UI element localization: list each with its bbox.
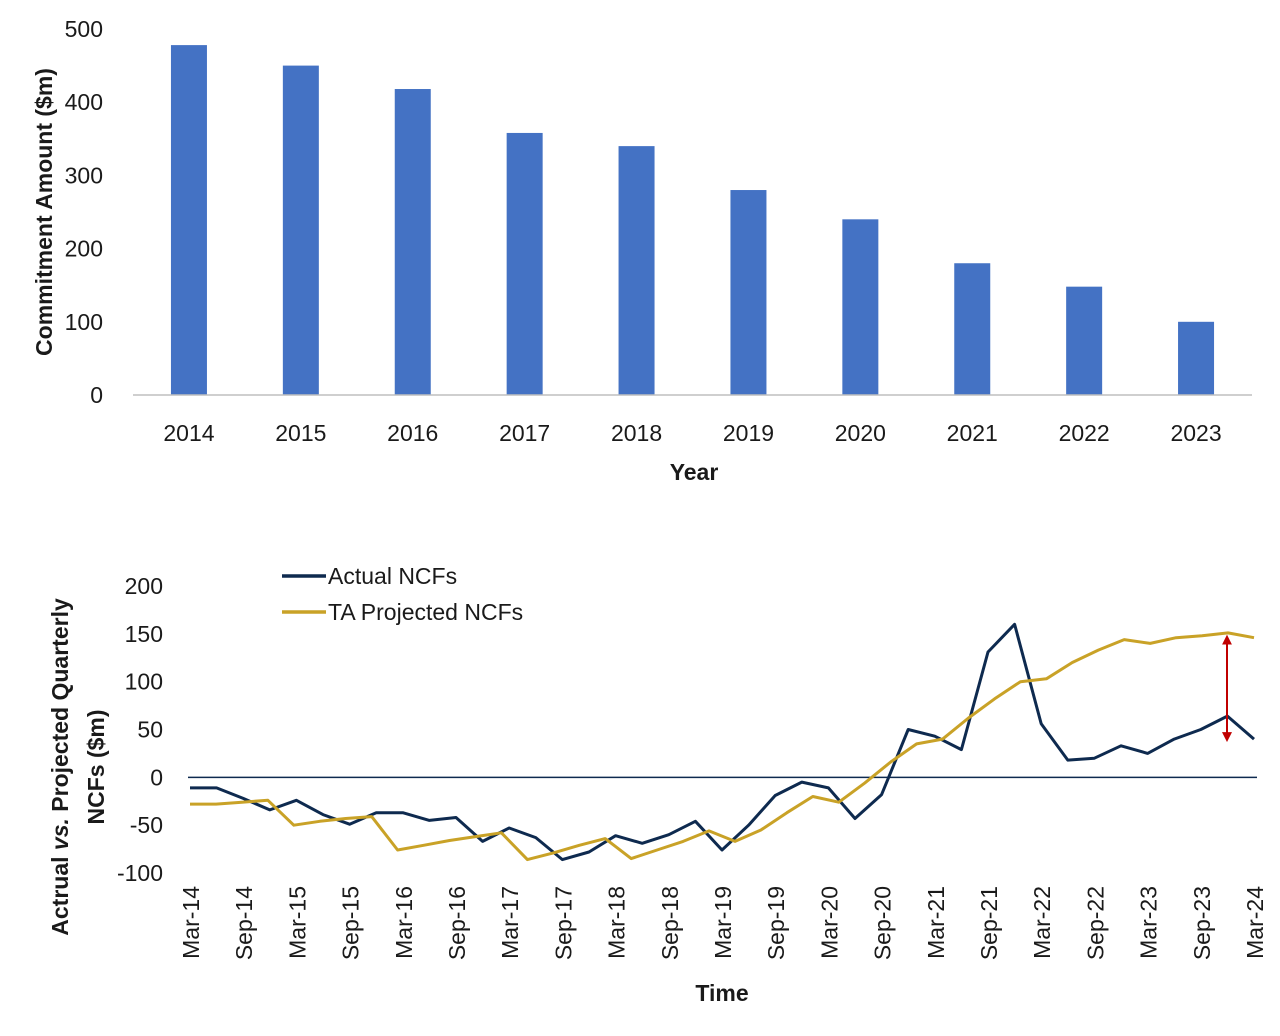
bar-chart-y-tick-label: 500 <box>65 16 103 42</box>
bar-chart-x-axis-title: Year <box>670 459 719 485</box>
line-chart-x-tick-label: Mar-19 <box>710 886 736 959</box>
line-chart-x-tick-label: Sep-16 <box>444 886 470 960</box>
line-chart-x-tick-label: Mar-24 <box>1242 886 1268 959</box>
line-chart-x-tick-label: Sep-23 <box>1189 886 1215 960</box>
bar-2022 <box>1066 286 1103 395</box>
bar-chart-y-axis-title: Commitment Amount ($m) <box>31 68 57 356</box>
line-chart-y-tick-label: 50 <box>137 717 163 743</box>
bar-chart-y-ticks: 0 100 200 300 400 500 <box>65 16 103 408</box>
line-chart-x-tick-label: Mar-21 <box>923 886 949 959</box>
line-chart-y-tick-label: -100 <box>117 860 163 886</box>
line-chart-x-tick-label: Sep-18 <box>657 886 683 960</box>
line-chart-x-tick-label: Sep-21 <box>976 886 1002 960</box>
line-chart-x-tick-label: Mar-17 <box>497 886 523 959</box>
series-ta-projected-ncfs-line <box>190 631 1255 862</box>
legend-label-actual: Actual NCFs <box>328 563 457 589</box>
bar-2023 <box>1178 321 1215 395</box>
line-chart-x-tick-label: Sep-15 <box>338 886 364 960</box>
line-chart-y-axis-title-line1: Actrual vs. Projected Quarterly <box>47 598 73 936</box>
bar-chart-x-tick-label: 2015 <box>275 420 326 446</box>
line-chart-y-axis-title: Actrual vs. Projected Quarterly NCFs ($m… <box>47 598 109 936</box>
bar-2016 <box>394 89 431 396</box>
line-chart-y-tick-label: 0 <box>150 764 163 790</box>
bar-chart-y-tick-label: 300 <box>65 162 103 188</box>
line-chart-x-tick-label: Sep-20 <box>870 886 896 960</box>
bar-chart-y-tick-label: 400 <box>65 89 103 115</box>
line-chart-x-tick-label: Mar-18 <box>604 886 630 959</box>
bar-chart-x-tick-label: 2014 <box>163 420 214 446</box>
bar-chart-y-tick-label: 0 <box>90 382 103 408</box>
bar-2021 <box>954 263 991 395</box>
y-title-part-2: vs. <box>47 818 73 850</box>
line-chart-y-tick-label: 100 <box>125 669 163 695</box>
line-chart-x-tick-label: Mar-16 <box>391 886 417 959</box>
line-chart-x-tick-label: Sep-17 <box>550 886 576 960</box>
bar-chart-x-tick-label: 2018 <box>611 420 662 446</box>
line-chart-x-ticks: Mar-14 Sep-14 Mar-15 Sep-15 Mar-16 Sep-16 Mar-… <box>178 886 1268 960</box>
bar-2019 <box>730 190 767 395</box>
line-chart-x-tick-label: Mar-15 <box>284 886 310 959</box>
line-chart-x-tick-label: Sep-14 <box>231 886 257 960</box>
bar-2017 <box>506 132 543 395</box>
line-chart-x-tick-label: Sep-19 <box>763 886 789 960</box>
bar-chart-y-tick-label: 100 <box>65 309 103 335</box>
line-chart: 200 150 100 50 0 -50 -100 Mar-14 Sep-14 Mar-15 Se… <box>47 563 1268 1006</box>
bar-chart-x-tick-label: 2016 <box>387 420 438 446</box>
line-chart-series <box>190 622 1255 862</box>
legend-label-projected: TA Projected NCFs <box>328 599 523 625</box>
line-chart-x-tick-label: Sep-22 <box>1082 886 1108 960</box>
bar-2015 <box>282 65 319 395</box>
bar-2020 <box>842 219 879 395</box>
bar-chart-y-tick-label: 200 <box>65 236 103 262</box>
bar-chart-x-tick-label: 2020 <box>835 420 886 446</box>
y-title-part-1: Actrual <box>47 850 73 936</box>
line-chart-x-tick-label: Mar-22 <box>1029 886 1055 959</box>
line-chart-x-tick-label: Mar-20 <box>816 886 842 959</box>
bar-chart-x-tick-label: 2023 <box>1170 420 1221 446</box>
bar-chart-x-tick-label: 2017 <box>499 420 550 446</box>
bar-chart-x-tick-label: 2022 <box>1059 420 1110 446</box>
series-actual-ncfs-line <box>190 622 1255 862</box>
bar-chart-x-ticks: 2014 2015 2016 2017 2018 2019 2020 2021 2022 2023 <box>163 420 1221 446</box>
legend: Actual NCFs TA Projected NCFs <box>282 563 523 625</box>
line-chart-x-axis-title: Time <box>695 980 748 1006</box>
line-chart-x-tick-label: Mar-14 <box>178 886 204 959</box>
bar-2018 <box>618 146 655 395</box>
line-chart-y-axis-title-line2: NCFs ($m) <box>83 709 109 824</box>
line-chart-y-ticks: 200 150 100 50 0 -50 -100 <box>117 573 163 886</box>
bar-chart-x-tick-label: 2019 <box>723 420 774 446</box>
y-title-part-3: Projected Quarterly <box>47 598 73 818</box>
bar-chart-bars <box>170 45 1215 396</box>
bar-2014 <box>170 45 207 395</box>
line-chart-x-tick-label: Mar-23 <box>1136 886 1162 959</box>
line-chart-y-tick-label: 150 <box>125 621 163 647</box>
line-chart-y-tick-label: 200 <box>125 573 163 599</box>
line-chart-y-tick-label: -50 <box>130 812 163 838</box>
bar-chart-x-tick-label: 2021 <box>947 420 998 446</box>
